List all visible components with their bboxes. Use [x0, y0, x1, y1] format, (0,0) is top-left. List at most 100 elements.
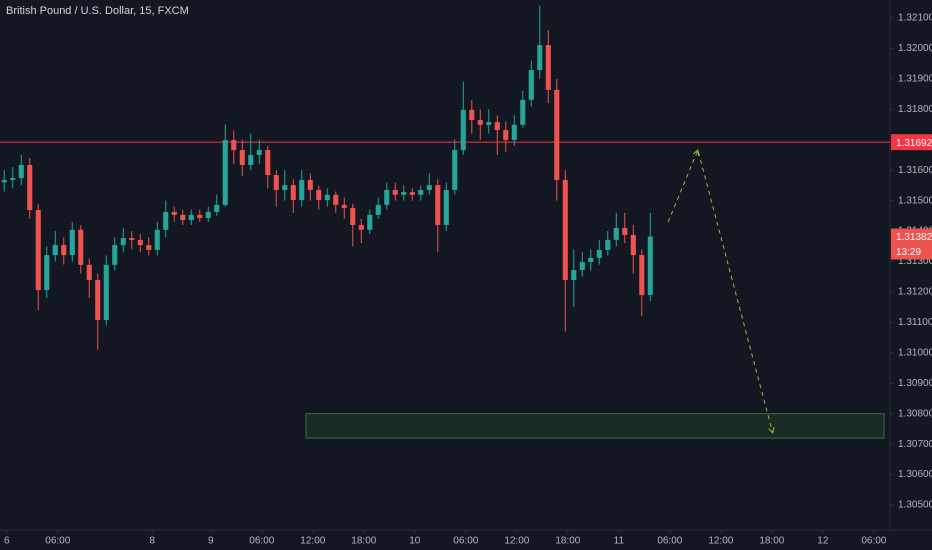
x-tick-label: 18:00 — [555, 536, 580, 547]
x-tick-label: 06:00 — [861, 536, 886, 547]
candle-body — [384, 189, 390, 205]
candle-body — [112, 245, 118, 265]
candle-body — [588, 257, 594, 263]
candle-body — [333, 194, 339, 205]
x-tick-label: 12:00 — [708, 536, 733, 547]
candle-body — [401, 192, 407, 195]
candle-body — [537, 45, 543, 71]
last-price-label-box — [891, 228, 932, 245]
x-tick-label: 06:00 — [249, 536, 274, 547]
y-tick-label: 1.30600 — [898, 469, 932, 480]
candle-body — [69, 229, 75, 256]
candle-body — [452, 150, 458, 190]
y-tick-label: 1.31500 — [898, 195, 932, 206]
candle-body — [222, 140, 228, 205]
candle-body — [613, 228, 619, 240]
candle-body — [520, 99, 526, 125]
candle-body — [35, 210, 41, 291]
candle-body — [426, 185, 432, 190]
candle-body — [571, 270, 577, 281]
candle-body — [180, 214, 186, 221]
y-tick-label: 1.31600 — [898, 165, 932, 176]
candle-body — [86, 264, 92, 281]
candle-body — [622, 228, 628, 236]
candle-body — [494, 122, 500, 130]
candle-body — [528, 70, 534, 100]
candle-body — [596, 249, 602, 258]
candle-body — [103, 264, 109, 320]
x-tick-label: 8 — [149, 536, 155, 547]
candle-body — [163, 211, 169, 230]
candle-body — [324, 194, 330, 201]
candle-body — [562, 179, 568, 281]
candle-body — [120, 238, 126, 246]
x-tick-label: 10 — [409, 536, 421, 547]
candle-body — [188, 214, 194, 221]
candle-body — [231, 140, 237, 151]
y-tick-label: 1.31000 — [898, 347, 932, 358]
candle-body — [639, 255, 645, 295]
candle-body — [375, 204, 381, 215]
candle-body — [282, 185, 288, 190]
y-tick-label: 1.30500 — [898, 500, 932, 511]
candle-body — [418, 189, 424, 195]
candle-body — [290, 185, 296, 201]
y-tick-label: 1.30900 — [898, 378, 932, 389]
hline-label-box — [891, 134, 932, 151]
y-tick-label: 1.31200 — [898, 287, 932, 298]
candle-body — [630, 235, 636, 256]
candle-body — [299, 179, 305, 201]
x-tick-label: 12:00 — [504, 536, 529, 547]
candle-body — [137, 239, 143, 246]
candle-body — [129, 238, 135, 240]
candle-body — [554, 89, 560, 180]
candle-body — [78, 229, 84, 265]
y-tick-label: 1.31800 — [898, 104, 932, 115]
candle-body — [154, 229, 160, 250]
candle-body — [18, 164, 24, 179]
x-tick-label: 6 — [4, 536, 10, 547]
y-tick-label: 1.30800 — [898, 408, 932, 419]
y-tick-label: 1.31300 — [898, 256, 932, 267]
candle-body — [256, 150, 262, 155]
x-tick-label: 11 — [614, 536, 625, 547]
candle-body — [503, 129, 509, 141]
x-tick-label: 9 — [208, 536, 214, 547]
y-tick-label: 1.30700 — [898, 439, 932, 450]
candle-body — [469, 109, 475, 120]
x-tick-label: 06:00 — [453, 536, 478, 547]
x-tick-label: 06:00 — [45, 536, 70, 547]
target-zone — [305, 413, 885, 439]
candle-body — [1, 179, 7, 183]
candle-body — [341, 204, 347, 208]
y-tick-label: 1.32100 — [898, 13, 932, 24]
x-tick-label: 12:00 — [300, 536, 325, 547]
candle-body — [647, 236, 653, 295]
y-tick-label: 1.31900 — [898, 73, 932, 84]
x-tick-label: 18:00 — [351, 536, 376, 547]
forecast-path — [667, 148, 774, 434]
arrow-head — [692, 149, 700, 157]
candle-body — [95, 280, 101, 320]
hline-label: 1.31692 — [896, 138, 932, 149]
candle-body — [10, 178, 16, 180]
candle-body — [52, 245, 58, 256]
candle-body — [316, 189, 322, 201]
candle-body — [392, 189, 398, 195]
x-tick-label: 12 — [817, 536, 829, 547]
candle-body — [435, 185, 441, 225]
candle-body — [27, 164, 33, 211]
candle-body — [171, 211, 177, 215]
candle-body — [248, 154, 254, 165]
candle-body — [409, 192, 415, 195]
arrow-head — [768, 426, 775, 434]
candle-body — [273, 175, 279, 190]
candle-body — [367, 214, 373, 230]
candle-body — [350, 207, 356, 225]
x-tick-label: 18:00 — [759, 536, 784, 547]
candle-body — [239, 150, 245, 165]
candle-body — [197, 214, 203, 218]
candle-body — [443, 189, 449, 225]
